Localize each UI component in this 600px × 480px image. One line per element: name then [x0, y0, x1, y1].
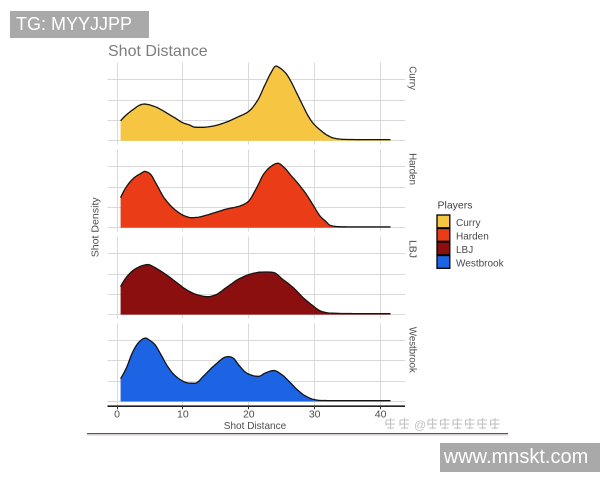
svg-text:Curry: Curry [406, 66, 417, 90]
svg-text:40: 40 [375, 408, 387, 420]
svg-text:Harden: Harden [406, 153, 417, 185]
svg-text:Shot Distance: Shot Distance [108, 43, 208, 60]
svg-text:Curry: Curry [456, 218, 480, 229]
svg-text:20: 20 [243, 408, 255, 420]
svg-text:Players: Players [438, 199, 473, 211]
svg-text:Shot Density: Shot Density [89, 197, 101, 258]
svg-text:30: 30 [309, 408, 321, 420]
svg-text:Westbrook: Westbrook [406, 327, 417, 374]
svg-text:10: 10 [177, 408, 189, 420]
svg-text:Shot Distance: Shot Distance [224, 420, 287, 432]
svg-text:Westbrook: Westbrook [456, 259, 505, 270]
svg-text:@: @ [414, 418, 426, 432]
svg-text:LBJ: LBJ [406, 240, 417, 258]
svg-text:Harden: Harden [456, 232, 489, 243]
svg-text:0: 0 [114, 408, 120, 420]
svg-text:LBJ: LBJ [456, 245, 473, 256]
